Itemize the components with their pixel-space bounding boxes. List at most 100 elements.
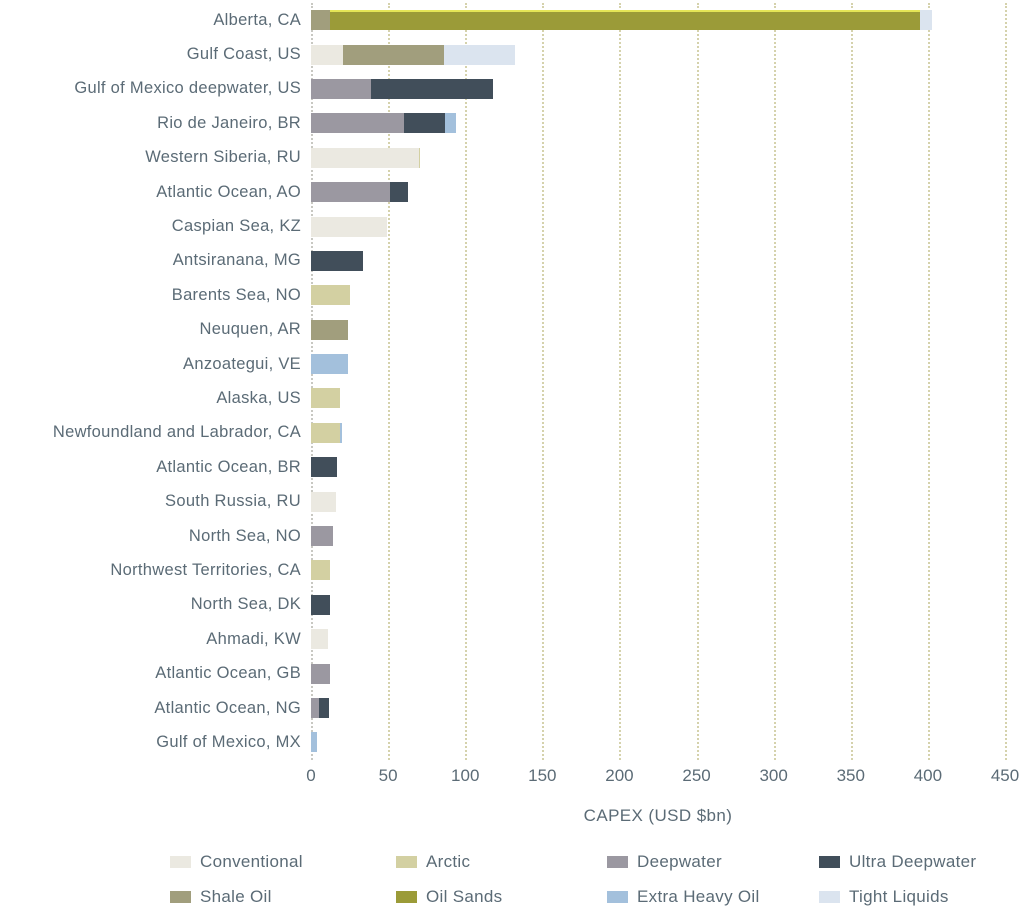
bar-segment-conventional bbox=[311, 491, 336, 512]
bar-segment-extra-heavy-oil bbox=[311, 354, 348, 375]
gridline-400 bbox=[927, 3, 930, 760]
x-tick-label-200: 200 bbox=[605, 765, 634, 785]
legend-item-shale-oil: Shale Oil bbox=[170, 887, 396, 907]
legend-label: Oil Sands bbox=[426, 886, 503, 906]
bar-row: Neuquen, AR bbox=[0, 313, 1024, 347]
bar-segment-deepwater bbox=[311, 78, 372, 99]
bar-segment-conventional bbox=[311, 216, 387, 237]
gridline-200 bbox=[619, 3, 622, 760]
bar-segment-conventional bbox=[311, 44, 344, 65]
gridline-50 bbox=[388, 3, 391, 760]
plot-area: Alberta, CA Gulf Coast, US Gulf of Mexico … bbox=[0, 3, 1024, 760]
bar-segment-ultra-deepwater bbox=[403, 113, 446, 134]
bar-segment-extra-heavy-oil bbox=[340, 422, 342, 443]
bar-segment-arctic bbox=[418, 147, 421, 168]
legend-item-ultra-deepwater: Ultra Deepwater bbox=[819, 852, 1024, 872]
legend-label: Deepwater bbox=[637, 851, 722, 871]
bar-track bbox=[311, 354, 1005, 375]
category-label: Gulf of Mexico deepwater, US bbox=[74, 79, 301, 98]
x-tick-label-50: 50 bbox=[378, 765, 398, 785]
x-tick-label-100: 100 bbox=[451, 765, 480, 785]
legend-item-oil-sands: Oil Sands bbox=[396, 887, 607, 907]
bar-row: Atlantic Ocean, GB bbox=[0, 656, 1024, 690]
bar-segment-ultra-deepwater bbox=[371, 78, 493, 99]
x-tick-label-250: 250 bbox=[682, 765, 711, 785]
bar-row: Ahmadi, KW bbox=[0, 622, 1024, 656]
bar-row: North Sea, DK bbox=[0, 588, 1024, 622]
bar-segment-tight-liquids bbox=[920, 10, 933, 31]
legend-label: Tight Liquids bbox=[849, 886, 949, 906]
legend-label: Ultra Deepwater bbox=[849, 851, 977, 871]
bar-row: Northwest Territories, CA bbox=[0, 553, 1024, 587]
bar-row: Caspian Sea, KZ bbox=[0, 209, 1024, 243]
bar-track bbox=[311, 526, 1005, 547]
bar-track bbox=[311, 629, 1005, 650]
category-label: Caspian Sea, KZ bbox=[171, 217, 301, 236]
bar-row: Gulf Coast, US bbox=[0, 37, 1024, 71]
x-tick-label-400: 400 bbox=[913, 765, 943, 785]
bar-segment-deepwater bbox=[311, 526, 333, 547]
category-label: North Sea, DK bbox=[190, 595, 301, 614]
x-tick-label-350: 350 bbox=[836, 765, 865, 785]
category-label: Alaska, US bbox=[216, 388, 301, 407]
bar-segment-shale-oil bbox=[311, 319, 348, 340]
category-label: Antsiranana, MG bbox=[172, 251, 301, 270]
bar-row: Alberta, CA bbox=[0, 3, 1024, 37]
bar-row: Western Siberia, RU bbox=[0, 141, 1024, 175]
bar-row: Newfoundland and Labrador, CA bbox=[0, 416, 1024, 450]
bar-row: North Sea, NO bbox=[0, 519, 1024, 553]
legend-swatch-icon bbox=[819, 855, 840, 868]
bar-track bbox=[311, 78, 1005, 99]
bar-track bbox=[311, 216, 1005, 237]
bar-track bbox=[311, 491, 1005, 512]
x-tick-label-300: 300 bbox=[759, 765, 788, 785]
category-label: Neuquen, AR bbox=[199, 320, 301, 339]
category-label: Atlantic Ocean, GB bbox=[155, 664, 301, 683]
bar-track bbox=[311, 663, 1005, 684]
bar-track bbox=[311, 250, 1005, 271]
legend-item-arctic: Arctic bbox=[396, 852, 607, 872]
bar-track bbox=[311, 285, 1005, 306]
bar-segment-arctic bbox=[311, 388, 341, 409]
category-label: Gulf of Mexico, MX bbox=[156, 732, 301, 751]
bar-track bbox=[311, 698, 1005, 718]
bar-track bbox=[311, 457, 1005, 478]
bar-rows: Alberta, CA Gulf Coast, US Gulf of Mexico … bbox=[0, 3, 1024, 760]
x-tick-label-150: 150 bbox=[528, 765, 557, 785]
legend: Conventional Arctic Deepwater Ultra Deepwat… bbox=[170, 852, 1024, 907]
bar-row: Antsiranana, MG bbox=[0, 244, 1024, 278]
bar-track bbox=[311, 319, 1005, 340]
legend-swatch-icon bbox=[396, 855, 417, 868]
legend-item-extra-heavy-oil: Extra Heavy Oil bbox=[607, 887, 819, 907]
bar-row: Anzoategui, VE bbox=[0, 347, 1024, 381]
category-label: Anzoategui, VE bbox=[183, 354, 301, 373]
category-label: Atlantic Ocean, AO bbox=[156, 182, 301, 201]
bar-row: Rio de Janeiro, BR bbox=[0, 106, 1024, 140]
bar-segment-conventional bbox=[311, 147, 419, 168]
category-label: Atlantic Ocean, BR bbox=[156, 457, 301, 476]
gridline-350 bbox=[850, 3, 853, 760]
gridline-layer bbox=[311, 3, 1007, 760]
legend-label: Shale Oil bbox=[200, 886, 272, 906]
bar-segment-ultra-deepwater bbox=[389, 182, 409, 203]
bar-track bbox=[311, 113, 1005, 134]
category-label: Alberta, CA bbox=[213, 10, 301, 29]
gridline-250 bbox=[696, 3, 699, 760]
gridline-300 bbox=[773, 3, 776, 760]
bar-row: Gulf of Mexico, MX bbox=[0, 725, 1024, 759]
legend-label: Extra Heavy Oil bbox=[637, 886, 760, 906]
bar-segment-extra-heavy-oil bbox=[445, 113, 456, 134]
bar-segment-deepwater bbox=[311, 113, 404, 134]
legend-swatch-icon bbox=[607, 890, 628, 903]
bar-segment-ultra-deepwater bbox=[311, 250, 364, 271]
category-label: North Sea, NO bbox=[188, 526, 301, 545]
gridline-150 bbox=[542, 3, 545, 760]
category-label: Western Siberia, RU bbox=[145, 148, 301, 167]
legend-item-conventional: Conventional bbox=[170, 852, 396, 872]
bar-segment-arctic bbox=[311, 422, 341, 443]
category-label: Gulf Coast, US bbox=[186, 45, 301, 64]
bar-segment-conventional bbox=[311, 629, 328, 650]
bar-row: Atlantic Ocean, NG bbox=[0, 691, 1024, 725]
legend-label: Arctic bbox=[426, 851, 471, 871]
